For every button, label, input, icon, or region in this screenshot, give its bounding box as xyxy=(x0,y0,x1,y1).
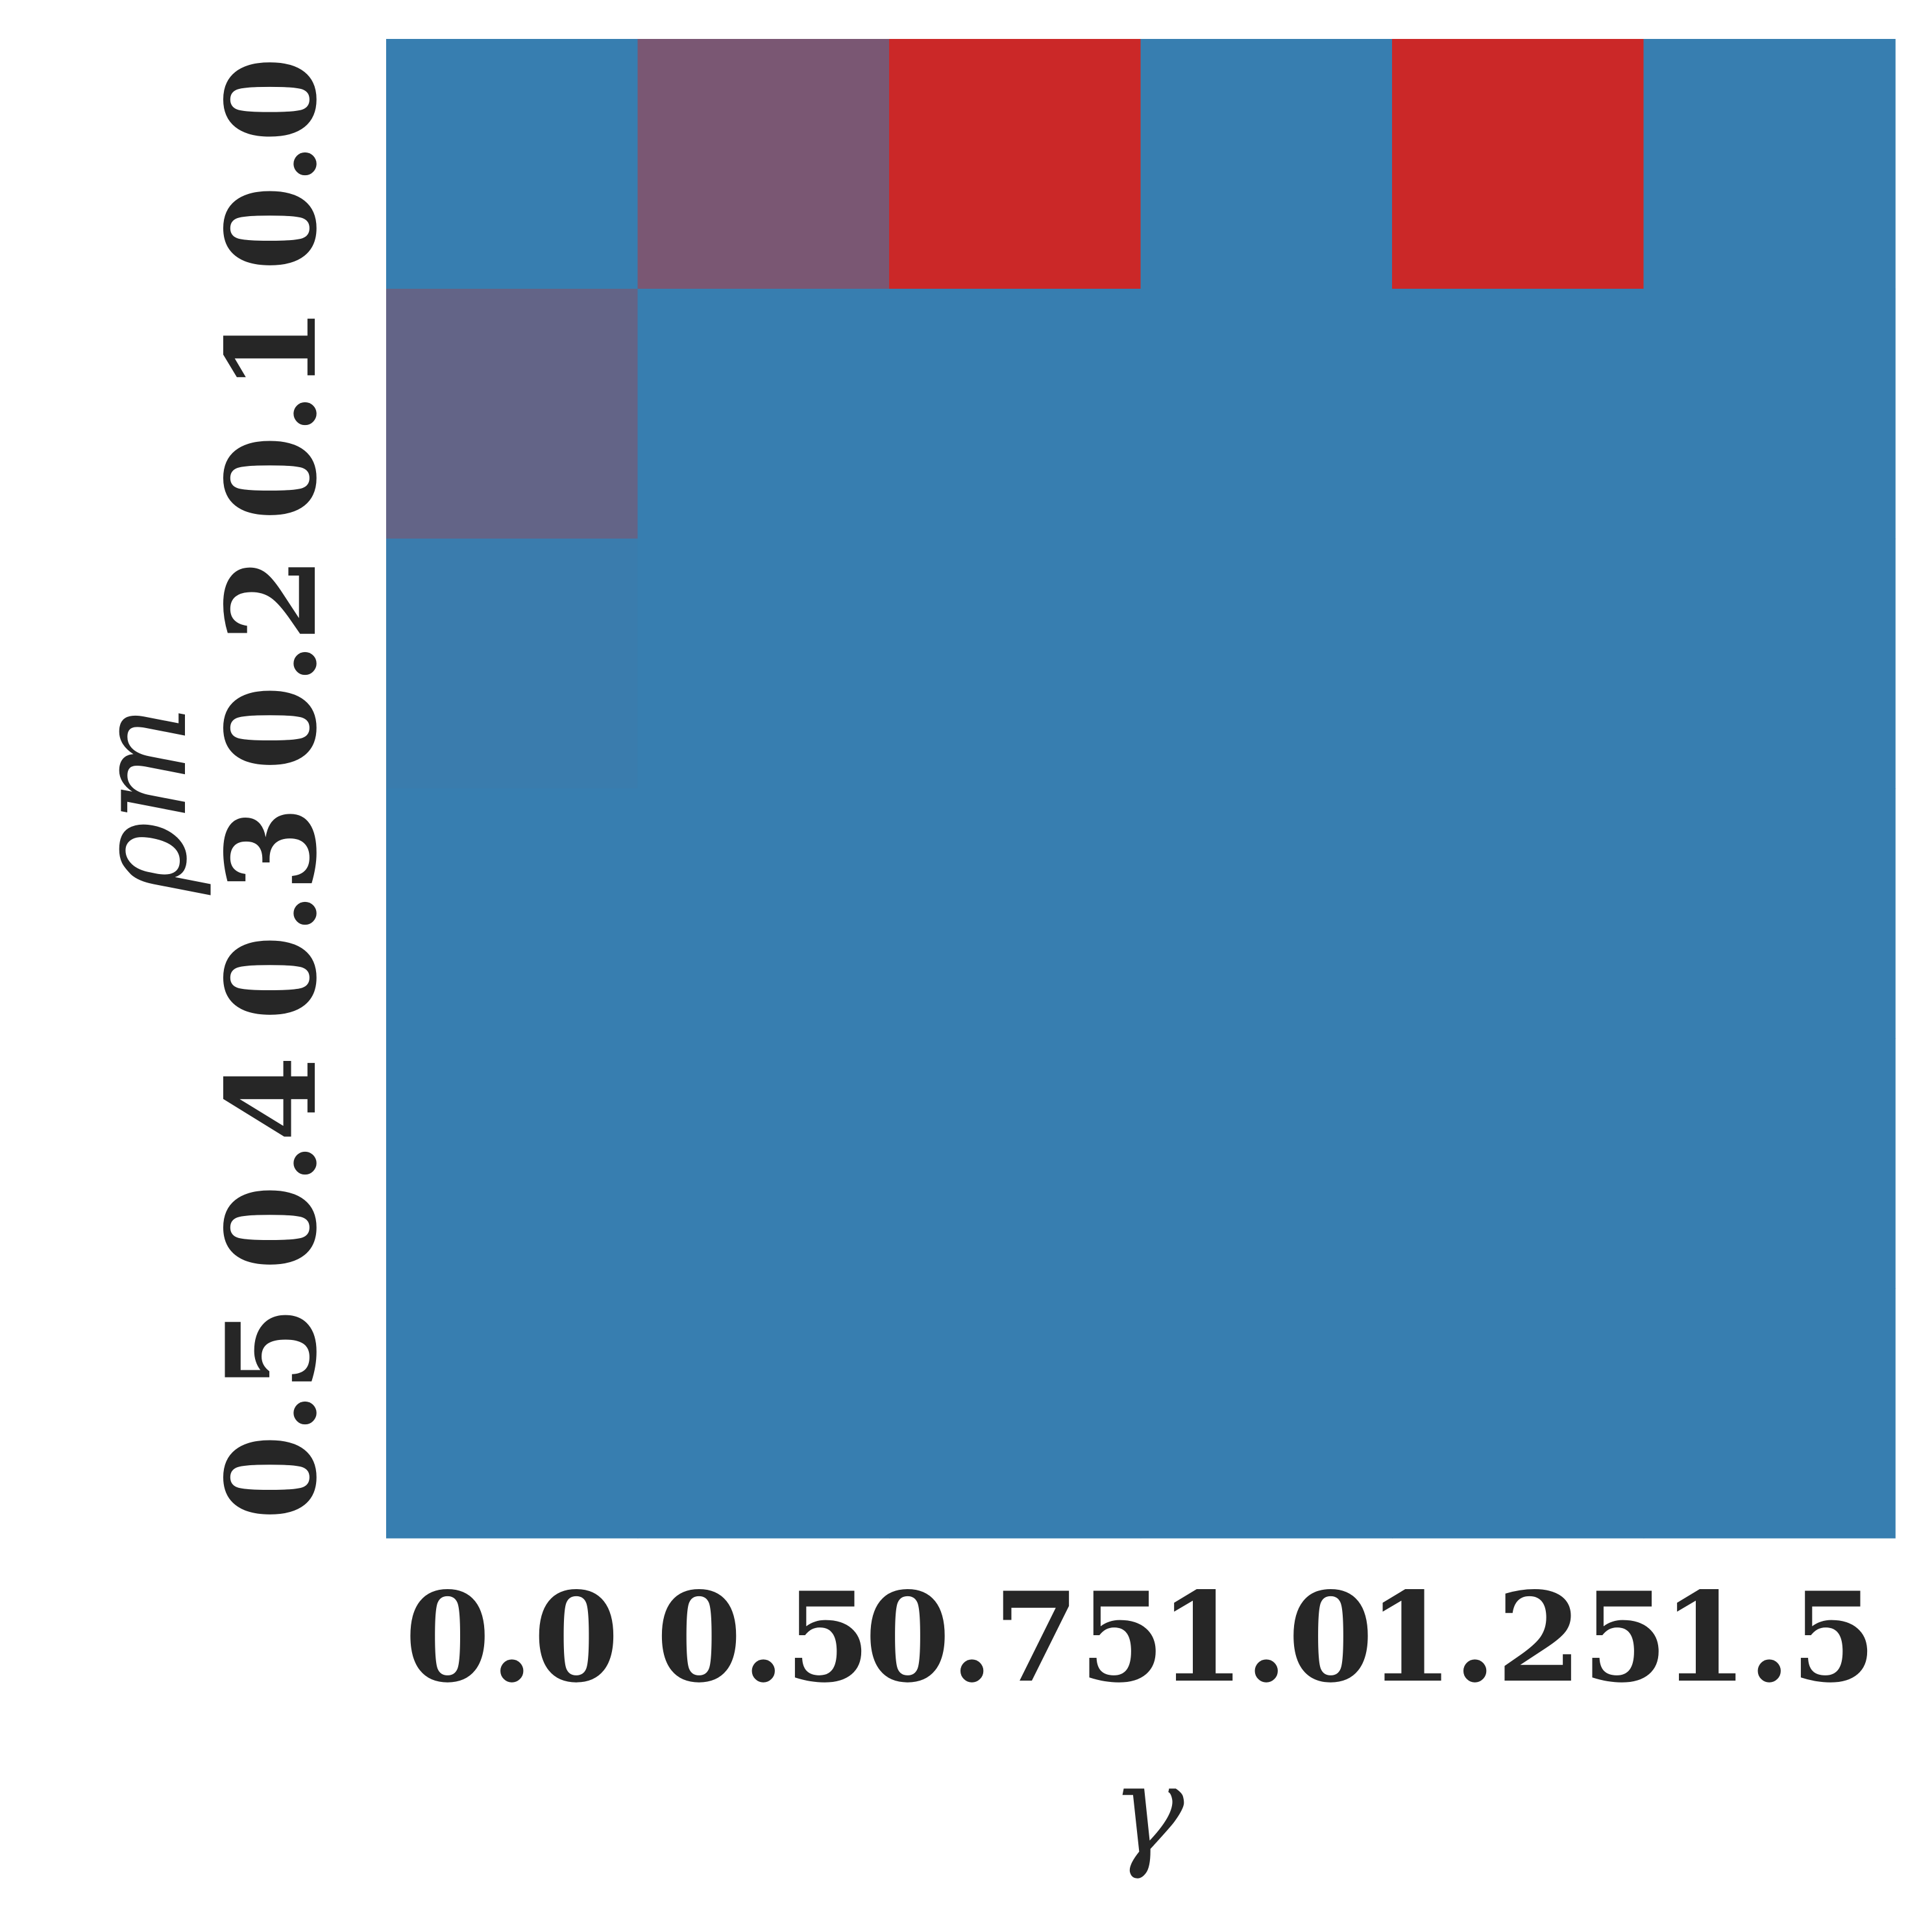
x-tick-label: 0.5 xyxy=(656,1565,871,1710)
y-tick-label: 0.1 xyxy=(199,306,344,521)
heatmap-cell-r3-c4 xyxy=(1392,788,1645,1039)
heatmap-cell-r2-c0 xyxy=(386,539,639,789)
heatmap-cell-r2-c2 xyxy=(889,539,1142,789)
heatmap-cell-r5-c4 xyxy=(1392,1288,1645,1539)
x-axis-label: γ xyxy=(1110,1738,1184,1882)
heatmap-cell-r0-c1 xyxy=(637,39,890,289)
heatmap-cell-r0-c5 xyxy=(1643,39,1896,289)
heatmap-cell-r1-c3 xyxy=(1140,289,1393,539)
heatmap-cell-r1-c2 xyxy=(889,289,1142,539)
heatmap-cell-r0-c2 xyxy=(889,39,1142,289)
heatmap-cell-r3-c3 xyxy=(1140,788,1393,1039)
heatmap-cell-r4-c3 xyxy=(1140,1038,1393,1289)
heatmap-cell-r1-c0 xyxy=(386,289,639,539)
heatmap-cell-r2-c5 xyxy=(1643,539,1896,789)
heatmap-cell-r5-c1 xyxy=(637,1288,890,1539)
heatmap-cells xyxy=(386,39,1896,1539)
x-tick-label: 1.25 xyxy=(1367,1565,1668,1710)
heatmap-cell-r4-c5 xyxy=(1643,1038,1896,1289)
x-tick-label: 0.0 xyxy=(404,1565,619,1710)
heatmap-cell-r2-c4 xyxy=(1392,539,1645,789)
heatmap-cell-r0-c0 xyxy=(386,39,639,289)
heatmap-cell-r3-c0 xyxy=(386,788,639,1039)
y-tick-label: 0.2 xyxy=(199,556,344,771)
x-tick-label: 0.75 xyxy=(864,1565,1165,1710)
x-tick-label: 1.0 xyxy=(1159,1565,1374,1710)
heatmap-cell-r4-c1 xyxy=(637,1038,890,1289)
x-tick-label: 1.5 xyxy=(1662,1565,1877,1710)
heatmap-cell-r4-c4 xyxy=(1392,1038,1645,1289)
y-tick-label: 0.3 xyxy=(199,806,344,1021)
heatmap-cell-r5-c5 xyxy=(1643,1288,1896,1539)
heatmap-cell-r0-c4 xyxy=(1392,39,1645,289)
heatmap-cell-r4-c0 xyxy=(386,1038,639,1289)
y-axis-label: ρm xyxy=(71,705,214,895)
heatmap-cell-r1-c5 xyxy=(1643,289,1896,539)
heatmap-cell-r2-c1 xyxy=(637,539,890,789)
x-tick-labels: 0.0 0.50.751.01.251.5 xyxy=(404,1565,1876,1710)
heatmap-cell-r5-c3 xyxy=(1140,1288,1393,1539)
heatmap-cell-r2-c3 xyxy=(1140,539,1393,789)
heatmap-cell-r1-c1 xyxy=(637,289,890,539)
heatmap-cell-r3-c1 xyxy=(637,788,890,1039)
y-tick-label: 0.5 xyxy=(199,1306,344,1520)
heatmap-cell-r1-c4 xyxy=(1392,289,1645,539)
heatmap-cell-r5-c2 xyxy=(889,1288,1142,1539)
heatmap-cell-r0-c3 xyxy=(1140,39,1393,289)
y-tick-labels: 0.0 0.1 0.2 0.3 0.4 0.5 xyxy=(199,56,344,1520)
heatmap-cell-r3-c2 xyxy=(889,788,1142,1039)
y-tick-label: 0.4 xyxy=(199,1056,344,1271)
heatmap-cell-r5-c0 xyxy=(386,1288,639,1539)
heatmap-cell-r4-c2 xyxy=(889,1038,1142,1289)
heatmap-cell-r3-c5 xyxy=(1643,788,1896,1039)
y-tick-label: 0.0 xyxy=(199,56,344,271)
